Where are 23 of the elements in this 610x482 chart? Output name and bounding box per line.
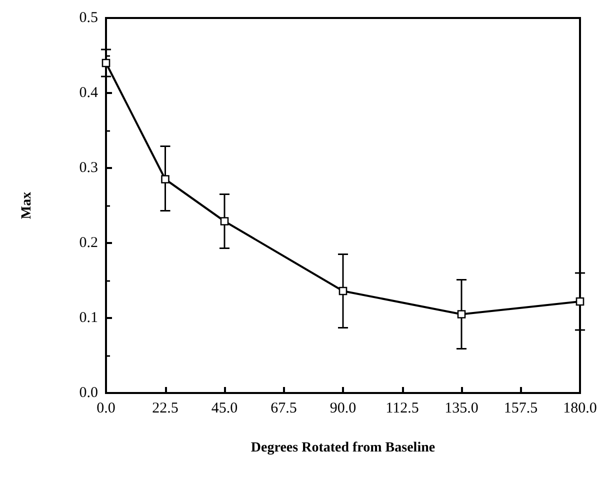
x-axis-title: Degrees Rotated from Baseline <box>250 440 436 456</box>
y-tick-label: 0.3 <box>79 160 98 176</box>
x-tick-label: 157.5 <box>504 400 538 416</box>
x-tick-label: 135.0 <box>444 400 478 416</box>
y-tick-label: 0.1 <box>79 310 98 326</box>
x-tick-label: 22.5 <box>152 400 178 416</box>
y-axis-title: Max <box>20 192 34 220</box>
point <box>220 217 229 226</box>
x-tick-label: 180.0 <box>563 400 597 416</box>
x-tick-label: 0.0 <box>96 400 116 416</box>
y-tick-label: 0.5 <box>79 10 98 26</box>
y-tick-label: 0.4 <box>79 85 98 101</box>
point <box>102 58 110 68</box>
x-tick-label: 45.0 <box>211 400 238 416</box>
x-tick-label: 90.0 <box>330 400 356 416</box>
point <box>161 175 170 184</box>
y-tick-label: 0.2 <box>79 235 98 251</box>
x-tick-label: 112.5 <box>386 400 419 416</box>
x-tick-label: 67.5 <box>270 400 297 416</box>
y-tick-label: 0.0 <box>79 385 98 401</box>
point <box>338 286 348 296</box>
point <box>576 297 584 306</box>
point <box>457 310 466 318</box>
